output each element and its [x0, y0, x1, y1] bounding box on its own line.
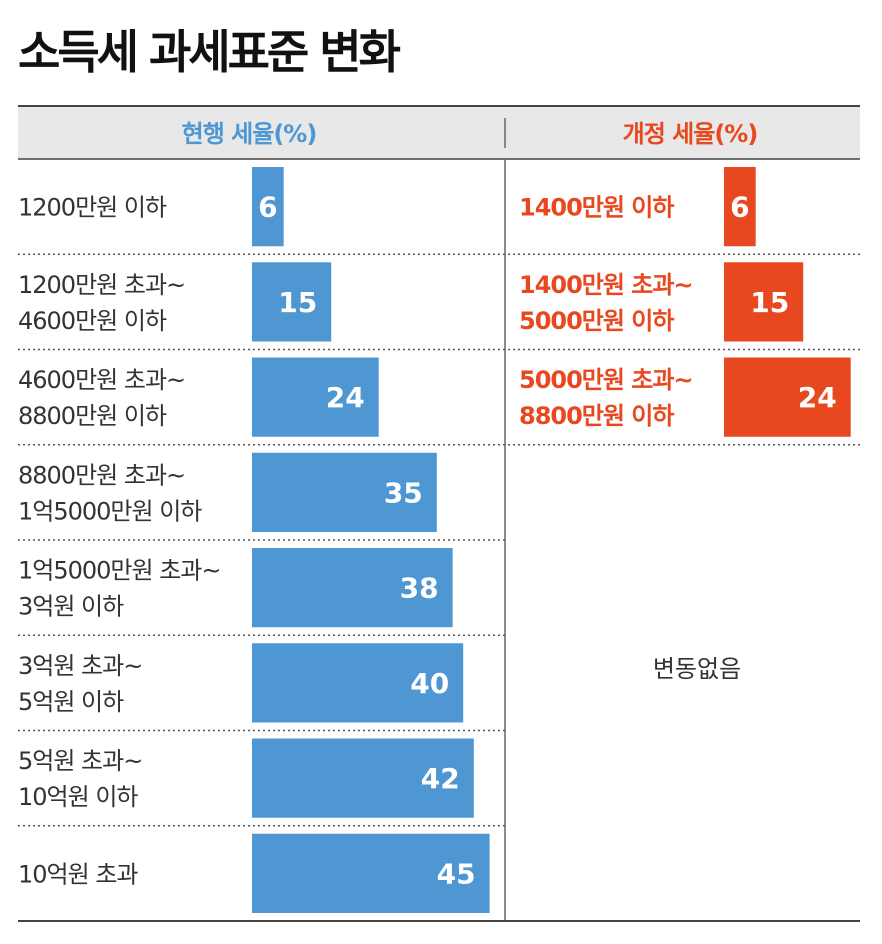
current-bracket-label-line: 10억원 이하	[18, 783, 138, 811]
current-bar	[252, 262, 332, 342]
current-bracket-label: 4600만원 초과~ 8800만원 이하	[18, 366, 185, 430]
revised-bracket-label-line: 5000만원 이하	[519, 307, 674, 335]
current-bracket-label-line: 3억원 이하	[18, 593, 124, 621]
current-bracket-label-line: 8800만원 초과~	[18, 461, 185, 489]
revised-bracket-label-line: 1400만원 이하	[519, 194, 674, 222]
current-bracket-label: 1억5000만원 초과~ 3억원 이하	[18, 557, 221, 621]
current-bar	[252, 452, 437, 532]
revised-bracket-label-line: 8800만원 이하	[519, 402, 674, 430]
current-bracket-label: 3억원 초과~ 5억원 이하	[18, 652, 142, 716]
current-bracket-label-line: 1200만원 이하	[18, 194, 167, 222]
revised-bar	[724, 357, 851, 437]
current-bar-value: 24	[326, 381, 365, 414]
no-change-label: 변동없음	[653, 655, 741, 683]
revised-bar	[724, 167, 756, 247]
current-bracket-label-line: 5억원 이하	[18, 688, 124, 716]
revised-bracket-label-line: 1400만원 초과~	[519, 271, 693, 299]
header-band	[18, 106, 860, 159]
current-bar	[252, 167, 284, 247]
revised-bar-value: 24	[798, 381, 837, 414]
current-bracket-label-line: 10억원 초과	[18, 860, 138, 888]
revised-bracket-label-line: 5000만원 초과~	[519, 366, 693, 394]
current-bracket-label: 5억원 초과~ 10억원 이하	[18, 747, 142, 811]
revised-bracket-label: 1400만원 이하	[519, 194, 674, 222]
current-bracket-label: 8800만원 초과~ 1억5000만원 이하	[18, 461, 202, 525]
current-bar	[252, 548, 453, 628]
current-bar	[252, 833, 490, 913]
current-bar-value: 15	[278, 286, 317, 319]
current-bracket-label-line: 1억5000만원 이하	[18, 497, 202, 525]
current-bar	[252, 357, 379, 437]
revised-column-header: 개정 세율(%)	[623, 120, 758, 148]
current-bar-value: 6	[258, 191, 277, 224]
current-bracket-label-line: 4600만원 이하	[18, 307, 167, 335]
current-bar-value: 38	[400, 572, 439, 605]
current-bracket-label-line: 1200만원 초과~	[18, 271, 185, 299]
current-bracket-label-line: 5억원 초과~	[18, 747, 142, 775]
current-bar-value: 42	[421, 762, 460, 795]
current-bracket-label-line: 1억5000만원 초과~	[18, 557, 221, 585]
current-bar	[252, 643, 464, 723]
revised-bar-value: 15	[750, 286, 789, 319]
current-bar-value: 35	[384, 476, 423, 509]
revised-bar	[724, 262, 804, 342]
current-bracket-label-line: 3억원 초과~	[18, 652, 142, 680]
current-bar-value: 40	[410, 667, 449, 700]
current-bar-value: 45	[437, 857, 476, 890]
current-bracket-label-line: 8800만원 이하	[18, 402, 167, 430]
current-bracket-label: 10억원 초과	[18, 860, 138, 888]
current-bracket-label-line: 4600만원 초과~	[18, 366, 185, 394]
current-column-header: 현행 세율(%)	[182, 120, 317, 148]
current-bracket-label: 1200만원 초과~ 4600만원 이하	[18, 271, 185, 335]
chart-title: 소득세 과세표준 변화	[18, 25, 401, 79]
revised-bracket-label: 5000만원 초과~ 8800만원 이하	[519, 366, 693, 430]
current-bracket-label: 1200만원 이하	[18, 194, 167, 222]
current-bar	[252, 738, 474, 818]
revised-bar-value: 6	[730, 191, 749, 224]
revised-bracket-label: 1400만원 초과~ 5000만원 이하	[519, 271, 693, 335]
